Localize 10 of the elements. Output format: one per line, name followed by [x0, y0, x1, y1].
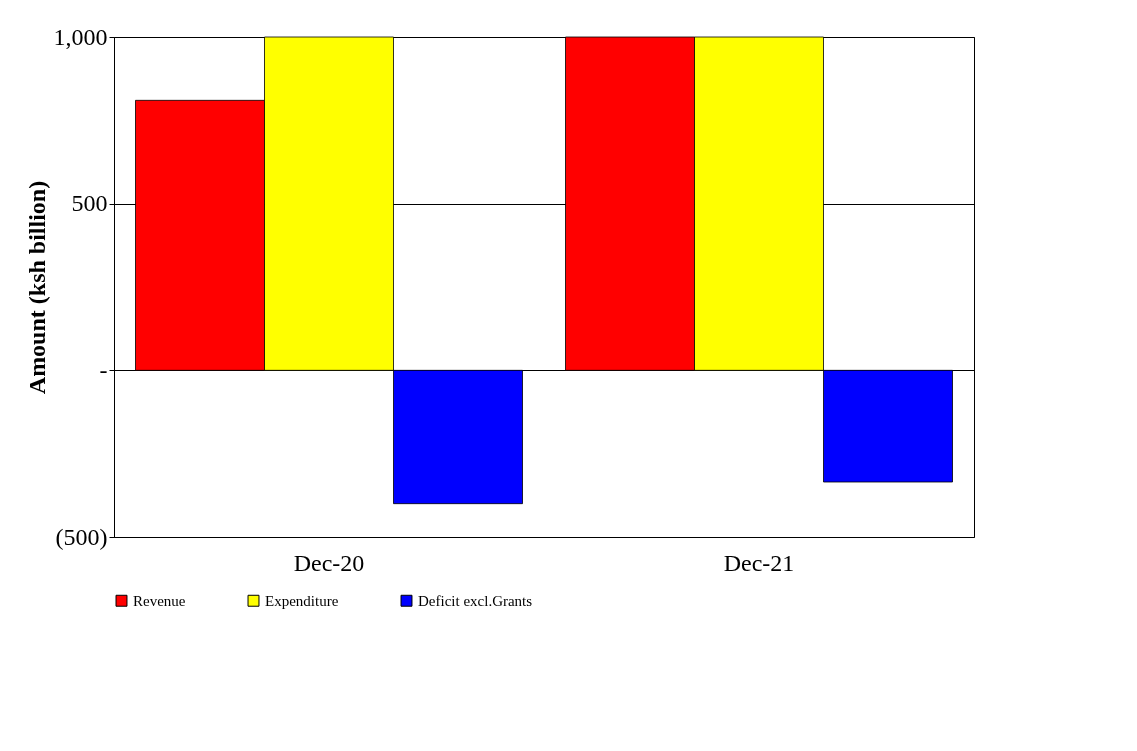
y-tick-label: 500 [71, 190, 108, 217]
legend-label: Deficit excl.Grants [418, 592, 533, 609]
x-tick-label: Dec-21 [723, 549, 795, 576]
x-tick-label: Dec-20 [293, 549, 365, 576]
y-tick-label: - [99, 356, 108, 383]
y-tick-label: 1,000 [53, 23, 108, 50]
legend-label: Expenditure [265, 592, 339, 609]
y-axis-title: Amount (ksh billion) [23, 180, 50, 395]
y-tick-label: (500) [55, 523, 108, 550]
legend-label: Revenue [133, 592, 186, 609]
